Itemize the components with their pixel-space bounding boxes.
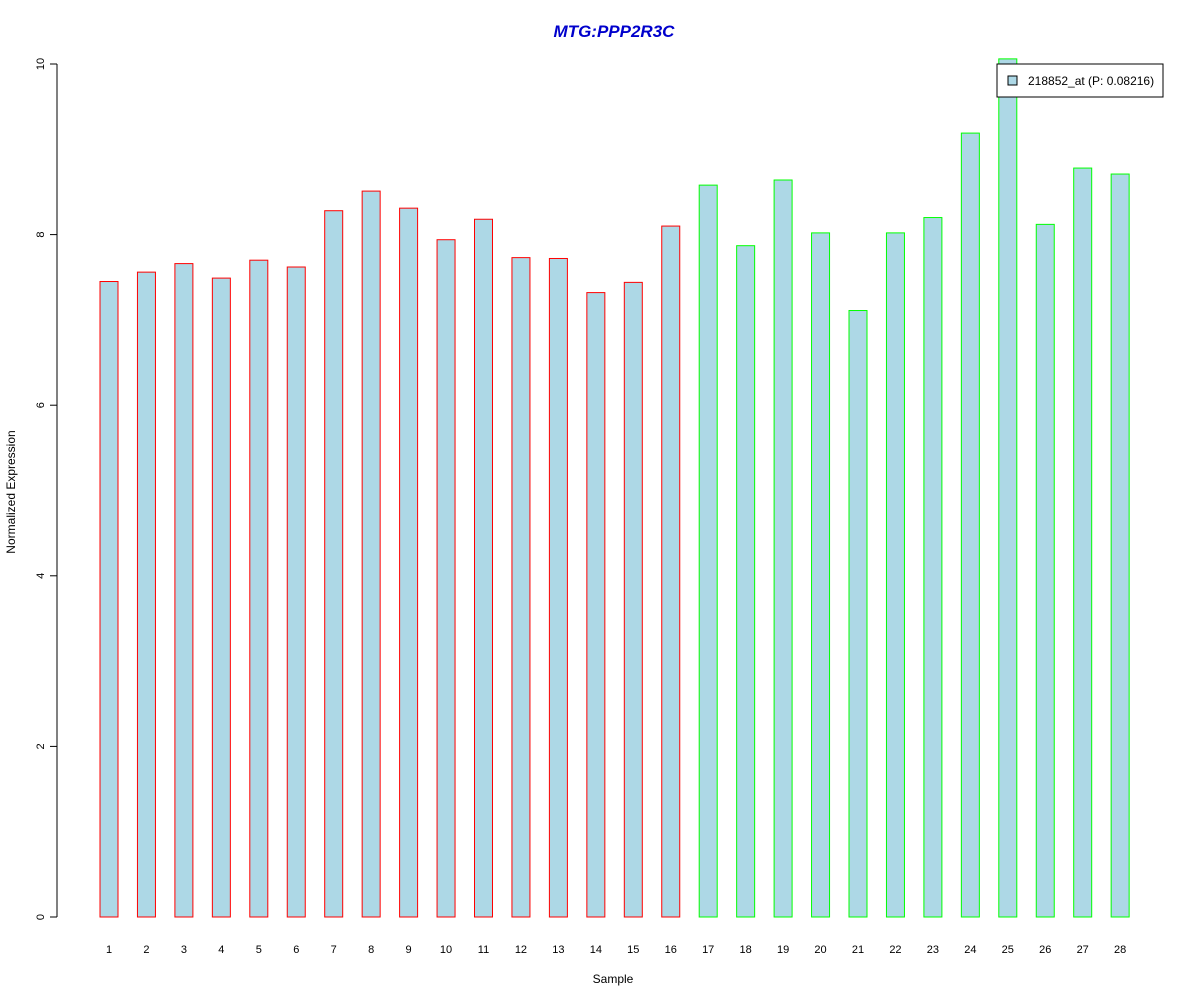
bar <box>998 58 1018 918</box>
bar <box>249 259 269 918</box>
x-tick-label: 21 <box>852 944 864 956</box>
bars <box>99 58 1130 918</box>
x-tick-label: 16 <box>665 944 677 956</box>
y-axis-label: Normalized Expression <box>4 430 18 553</box>
y-tick-label: 10 <box>35 58 47 70</box>
bar <box>773 179 793 918</box>
bar <box>698 184 718 918</box>
x-tick-label: 2 <box>143 944 149 956</box>
bar <box>548 257 568 918</box>
legend-swatch <box>1007 75 1018 86</box>
bar <box>960 132 980 918</box>
y-tick-label: 4 <box>35 573 47 579</box>
x-tick-label: 9 <box>406 944 412 956</box>
x-tick-label: 6 <box>293 944 299 956</box>
x-tick-label: 10 <box>440 944 452 956</box>
x-tick-label: 7 <box>331 944 337 956</box>
x-tick-label: 1 <box>106 944 112 956</box>
x-tick-label: 19 <box>777 944 789 956</box>
bar <box>885 232 905 918</box>
bar <box>661 225 681 918</box>
bar <box>586 292 606 918</box>
x-tick-label: 27 <box>1077 944 1089 956</box>
legend-label: 218852_at (P: 0.08216) <box>1028 74 1154 88</box>
bar <box>99 281 119 918</box>
x-tick-label: 8 <box>368 944 374 956</box>
x-axis-label: Sample <box>593 972 634 986</box>
bar <box>1110 173 1130 918</box>
legend-box <box>996 63 1164 98</box>
x-tick-label: 12 <box>515 944 527 956</box>
bar <box>623 281 643 918</box>
bar <box>136 271 156 918</box>
x-axis-tick-labels: 1 2 3 4 5 6 7 8 9 10 11 12 13 14 15 16 17 18 19 20 21 22 23 24 2… <box>106 944 1126 956</box>
bar <box>211 277 231 918</box>
x-tick-label: 5 <box>256 944 262 956</box>
y-tick-label: 0 <box>35 914 47 920</box>
bar <box>361 190 381 918</box>
bar <box>474 218 493 918</box>
x-tick-label: 11 <box>478 944 489 956</box>
bar <box>811 232 831 918</box>
x-tick-label: 13 <box>552 944 564 956</box>
bar <box>923 217 943 918</box>
bar <box>736 245 756 918</box>
y-axis-ticks: 0 2 4 6 8 10 <box>35 58 57 920</box>
x-tick-label: 4 <box>218 944 224 956</box>
y-tick-label: 2 <box>35 743 47 749</box>
bar <box>848 310 868 918</box>
x-tick-label: 3 <box>181 944 187 956</box>
x-tick-label: 18 <box>740 944 752 956</box>
x-tick-label: 23 <box>927 944 939 956</box>
bar <box>436 239 456 918</box>
x-tick-label: 25 <box>1002 944 1014 956</box>
x-tick-label: 15 <box>627 944 639 956</box>
chart-title: MTG:PPP2R3C <box>554 22 676 41</box>
y-tick-label: 6 <box>35 402 47 408</box>
bar <box>511 257 531 918</box>
x-tick-label: 26 <box>1039 944 1051 956</box>
bar <box>1035 223 1055 918</box>
y-tick-label: 8 <box>35 232 47 238</box>
x-tick-label: 22 <box>889 944 901 956</box>
x-tick-label: 24 <box>964 944 976 956</box>
x-tick-label: 28 <box>1114 944 1126 956</box>
bar <box>174 263 194 918</box>
bar <box>399 207 419 918</box>
bar <box>1073 167 1093 918</box>
bar <box>286 266 306 918</box>
x-tick-label: 20 <box>814 944 826 956</box>
legend: 218852_at (P: 0.08216) <box>996 63 1164 98</box>
x-tick-label: 17 <box>702 944 714 956</box>
bar <box>324 210 344 918</box>
x-tick-label: 14 <box>590 944 602 956</box>
